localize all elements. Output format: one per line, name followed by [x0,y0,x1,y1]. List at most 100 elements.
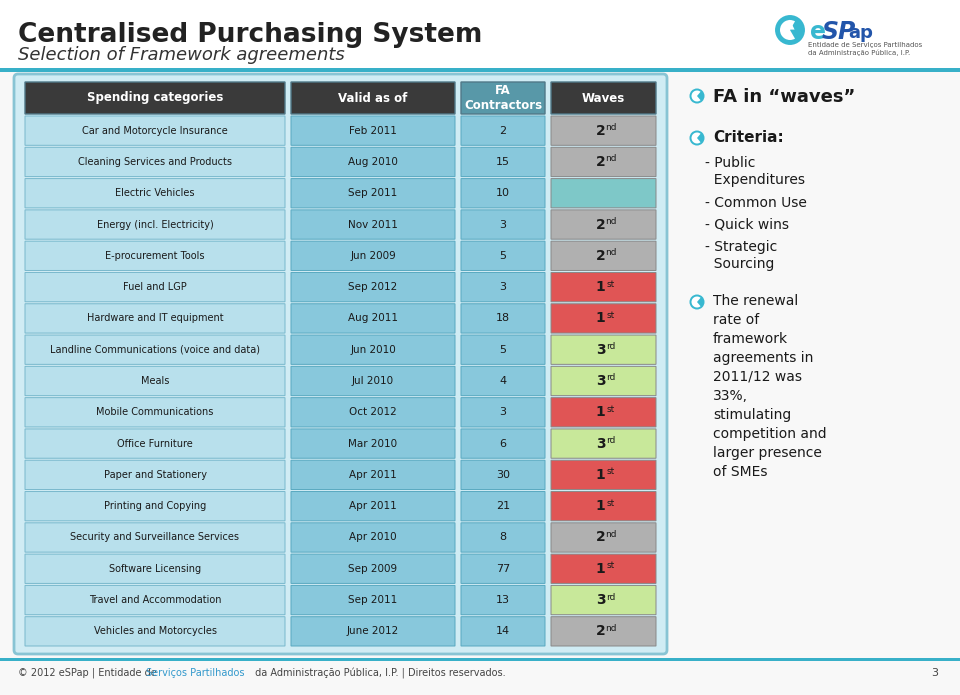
FancyBboxPatch shape [25,335,285,364]
Text: Centralised Purchasing System: Centralised Purchasing System [18,22,482,48]
Text: 4: 4 [499,376,507,386]
Text: Mar 2010: Mar 2010 [348,439,397,448]
Text: Hardware and IT equipment: Hardware and IT equipment [86,313,224,323]
FancyBboxPatch shape [25,366,285,395]
FancyBboxPatch shape [551,272,656,302]
Text: Electric Vehicles: Electric Vehicles [115,188,195,198]
Text: ▲: ▲ [785,17,795,31]
FancyBboxPatch shape [461,335,545,364]
Bar [0,658,960,661]
Text: Apr 2011: Apr 2011 [349,470,396,480]
FancyBboxPatch shape [291,82,455,114]
Text: Feb 2011: Feb 2011 [349,126,396,136]
Circle shape [689,131,705,145]
Text: SP: SP [822,20,856,44]
FancyBboxPatch shape [25,304,285,333]
Text: FA
Contractors: FA Contractors [464,84,542,112]
Text: - Strategic
  Sourcing: - Strategic Sourcing [705,240,778,271]
Text: 3: 3 [499,407,507,417]
FancyBboxPatch shape [25,82,285,114]
Text: Office Furniture: Office Furniture [117,439,193,448]
Text: Cleaning Services and Products: Cleaning Services and Products [78,157,232,167]
Text: ap: ap [848,24,873,42]
FancyBboxPatch shape [461,304,545,333]
Text: st: st [607,499,614,507]
FancyBboxPatch shape [291,491,455,521]
Text: 1: 1 [595,562,606,575]
FancyBboxPatch shape [291,585,455,614]
FancyBboxPatch shape [551,398,656,427]
Text: 2: 2 [595,624,606,638]
Text: Aug 2011: Aug 2011 [348,313,398,323]
Text: Sep 2009: Sep 2009 [348,564,397,574]
FancyBboxPatch shape [461,460,545,489]
Text: 1: 1 [595,311,606,325]
FancyBboxPatch shape [461,116,545,145]
Text: 3: 3 [596,436,606,450]
Text: Entidade de Serviços Partilhados: Entidade de Serviços Partilhados [808,42,923,48]
FancyBboxPatch shape [551,585,656,614]
Text: Landline Communications (voice and data): Landline Communications (voice and data) [50,345,260,354]
FancyBboxPatch shape [25,460,285,489]
FancyBboxPatch shape [14,74,667,654]
FancyBboxPatch shape [461,272,545,302]
FancyBboxPatch shape [291,366,455,395]
FancyBboxPatch shape [461,241,545,270]
FancyBboxPatch shape [291,429,455,458]
FancyBboxPatch shape [551,304,656,333]
FancyBboxPatch shape [25,210,285,239]
Text: 2: 2 [595,155,606,169]
Text: Aug 2010: Aug 2010 [348,157,398,167]
Text: Jul 2010: Jul 2010 [352,376,394,386]
Text: st: st [607,562,614,571]
Text: Fuel and LGP: Fuel and LGP [123,282,187,292]
Text: rd: rd [606,593,615,602]
Text: FA in “waves”: FA in “waves” [713,88,855,106]
Text: The renewal
rate of
framework
agreements in
2011/12 was
33%,
stimulating
competi: The renewal rate of framework agreements… [713,294,827,479]
FancyBboxPatch shape [461,366,545,395]
FancyBboxPatch shape [25,398,285,427]
FancyBboxPatch shape [551,241,656,270]
Text: Jun 2010: Jun 2010 [350,345,396,354]
Text: 21: 21 [496,501,510,512]
FancyBboxPatch shape [461,585,545,614]
FancyBboxPatch shape [25,116,285,145]
FancyBboxPatch shape [291,523,455,552]
Text: rd: rd [606,342,615,351]
Text: st: st [607,311,614,320]
Text: 10: 10 [496,188,510,198]
FancyBboxPatch shape [551,554,656,583]
Text: Valid as of: Valid as of [338,92,408,104]
FancyBboxPatch shape [551,335,656,364]
Text: Apr 2010: Apr 2010 [349,532,396,543]
Text: 5: 5 [499,345,507,354]
FancyBboxPatch shape [551,429,656,458]
Text: nd: nd [605,217,616,226]
Text: Waves: Waves [582,92,625,104]
Text: 2: 2 [499,126,507,136]
Text: Apr 2011: Apr 2011 [349,501,396,512]
Text: 2: 2 [595,124,606,138]
FancyBboxPatch shape [25,523,285,552]
FancyBboxPatch shape [461,398,545,427]
Wedge shape [691,297,701,307]
Text: Serviços Partilhados: Serviços Partilhados [146,668,245,678]
FancyBboxPatch shape [291,116,455,145]
FancyBboxPatch shape [291,304,455,333]
Text: e: e [810,20,826,44]
Text: da Administração Pública, I.P. | Direitos reservados.: da Administração Pública, I.P. | Direito… [252,668,506,679]
FancyBboxPatch shape [461,147,545,177]
FancyBboxPatch shape [25,585,285,614]
Circle shape [689,88,705,104]
Text: Nov 2011: Nov 2011 [348,220,398,229]
FancyBboxPatch shape [25,147,285,177]
Text: Vehicles and Motorcycles: Vehicles and Motorcycles [93,626,217,637]
Text: 3: 3 [596,593,606,607]
FancyBboxPatch shape [551,179,656,208]
FancyBboxPatch shape [25,272,285,302]
FancyBboxPatch shape [291,460,455,489]
FancyBboxPatch shape [551,491,656,521]
Text: Sep 2011: Sep 2011 [348,188,397,198]
FancyBboxPatch shape [291,179,455,208]
Text: 2: 2 [595,249,606,263]
